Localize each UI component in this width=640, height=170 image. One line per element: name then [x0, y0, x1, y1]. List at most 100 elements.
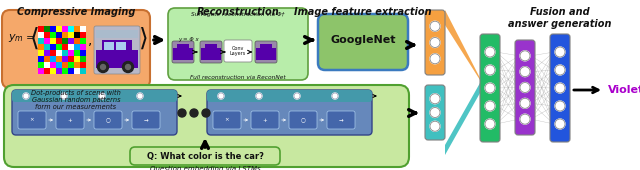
Bar: [56, 38, 62, 44]
Circle shape: [520, 82, 530, 92]
Bar: [68, 26, 74, 32]
FancyBboxPatch shape: [255, 41, 277, 63]
Bar: [44, 44, 50, 50]
FancyBboxPatch shape: [94, 26, 140, 74]
Bar: [74, 26, 80, 32]
Bar: [74, 68, 80, 74]
Circle shape: [485, 83, 495, 93]
Text: =: =: [26, 33, 35, 43]
Bar: [62, 38, 68, 44]
FancyBboxPatch shape: [515, 40, 535, 135]
Bar: [62, 62, 68, 68]
Circle shape: [294, 93, 300, 99]
Bar: [62, 56, 68, 62]
Bar: [50, 38, 56, 44]
Text: Question embedding via LSTMs: Question embedding via LSTMs: [150, 166, 260, 170]
Bar: [62, 32, 68, 38]
FancyBboxPatch shape: [12, 90, 177, 135]
Bar: [38, 50, 44, 56]
Bar: [68, 32, 74, 38]
Circle shape: [430, 94, 440, 104]
Text: Violet: Violet: [608, 85, 640, 95]
Bar: [260, 44, 272, 51]
Circle shape: [555, 47, 565, 57]
FancyBboxPatch shape: [251, 111, 279, 129]
Circle shape: [555, 65, 565, 75]
Text: Conv
Layers: Conv Layers: [230, 46, 246, 56]
Bar: [44, 50, 50, 56]
Text: →: →: [339, 117, 343, 123]
Circle shape: [100, 64, 106, 70]
Bar: [205, 44, 217, 51]
Bar: [38, 44, 44, 50]
Bar: [177, 44, 189, 51]
FancyBboxPatch shape: [200, 41, 222, 63]
Circle shape: [256, 93, 262, 99]
Text: ,: ,: [88, 33, 92, 47]
Circle shape: [555, 119, 565, 129]
Text: GoogleNet: GoogleNet: [330, 35, 396, 45]
Circle shape: [520, 67, 530, 77]
Bar: [44, 38, 50, 44]
Text: Fusion and
answer generation: Fusion and answer generation: [508, 7, 612, 29]
Circle shape: [555, 101, 565, 111]
Circle shape: [430, 38, 440, 47]
Bar: [38, 62, 44, 68]
Bar: [62, 68, 68, 74]
Circle shape: [485, 47, 495, 57]
FancyBboxPatch shape: [172, 41, 194, 63]
Circle shape: [430, 121, 440, 131]
Circle shape: [430, 21, 440, 31]
Bar: [56, 32, 62, 38]
FancyBboxPatch shape: [2, 10, 150, 88]
FancyBboxPatch shape: [327, 111, 355, 129]
FancyBboxPatch shape: [207, 90, 372, 102]
Text: +: +: [68, 117, 72, 123]
Circle shape: [430, 54, 440, 64]
Bar: [104, 42, 114, 50]
Text: Image feature extraction: Image feature extraction: [294, 7, 432, 17]
Text: Dot-products of scene with
Gaussian random patterns
form our measurements: Dot-products of scene with Gaussian rand…: [31, 90, 121, 110]
Bar: [80, 68, 86, 74]
Bar: [96, 30, 138, 38]
Bar: [74, 50, 80, 56]
Text: Reconstruction: Reconstruction: [196, 7, 280, 17]
Text: ○: ○: [301, 117, 305, 123]
Bar: [80, 26, 86, 32]
Bar: [173, 48, 193, 60]
FancyBboxPatch shape: [207, 90, 372, 135]
FancyBboxPatch shape: [425, 85, 445, 140]
Bar: [80, 44, 86, 50]
Circle shape: [430, 107, 440, 117]
FancyBboxPatch shape: [168, 8, 308, 80]
Bar: [44, 26, 50, 32]
Text: $\langle$: $\langle$: [29, 25, 39, 51]
Bar: [50, 44, 56, 50]
FancyBboxPatch shape: [213, 111, 241, 129]
Bar: [96, 50, 138, 68]
Circle shape: [97, 62, 109, 72]
Bar: [68, 50, 74, 56]
Bar: [74, 56, 80, 62]
FancyBboxPatch shape: [94, 111, 122, 129]
Circle shape: [485, 65, 495, 75]
FancyBboxPatch shape: [130, 147, 280, 165]
Text: y = Φ x: y = Φ x: [178, 38, 199, 42]
Text: Q: What color is the car?: Q: What color is the car?: [147, 151, 264, 160]
Text: $\rangle$: $\rangle$: [138, 25, 148, 51]
Circle shape: [485, 101, 495, 111]
Text: Compressive Imaging: Compressive Imaging: [17, 7, 135, 17]
Text: ○: ○: [106, 117, 110, 123]
Bar: [116, 42, 126, 50]
Circle shape: [190, 109, 198, 117]
Bar: [68, 62, 74, 68]
FancyBboxPatch shape: [224, 40, 252, 62]
Bar: [68, 38, 74, 44]
Bar: [256, 48, 276, 60]
FancyBboxPatch shape: [318, 14, 408, 70]
Bar: [50, 62, 56, 68]
Bar: [38, 68, 44, 74]
Bar: [68, 56, 74, 62]
Text: Full reconstruction via ReconNet: Full reconstruction via ReconNet: [190, 75, 286, 80]
FancyBboxPatch shape: [12, 90, 177, 102]
